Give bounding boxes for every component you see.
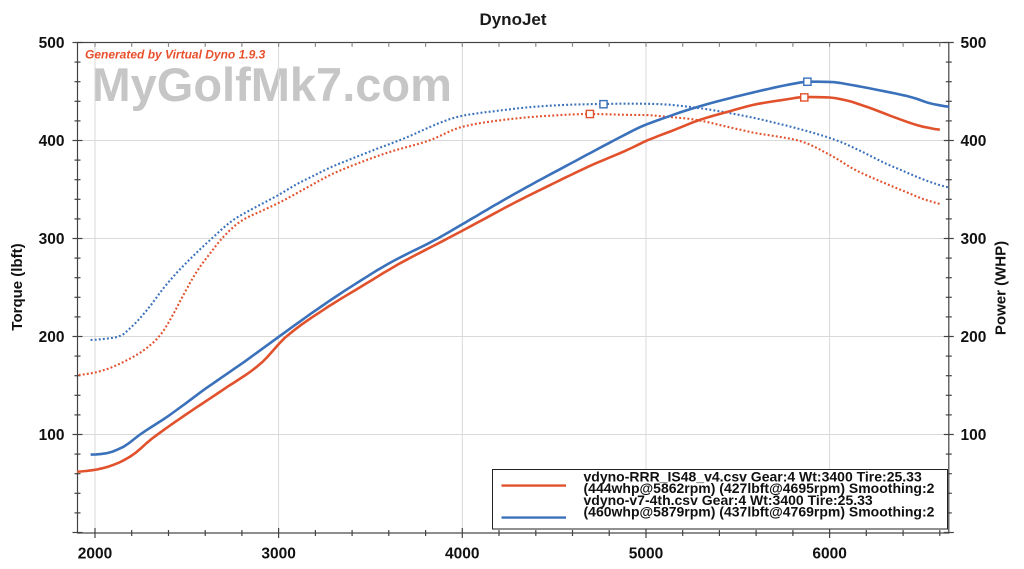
svg-text:Power (WHP): Power (WHP) [993, 241, 1010, 335]
svg-text:Generated by Virtual Dyno 1.9.: Generated by Virtual Dyno 1.9.3 [85, 48, 266, 62]
svg-text:4000: 4000 [445, 546, 479, 563]
svg-text:vdyno-v7-4th.csv Gear:4 Wt:340: vdyno-v7-4th.csv Gear:4 Wt:3400 Tire:25.… [584, 492, 873, 508]
svg-text:5000: 5000 [629, 546, 663, 563]
svg-text:(460whp@5879rpm) (437lbft@4769: (460whp@5879rpm) (437lbft@4769rpm) Smoot… [584, 504, 935, 520]
svg-text:300: 300 [39, 231, 65, 248]
svg-text:6000: 6000 [812, 546, 846, 563]
svg-text:3000: 3000 [261, 546, 295, 563]
svg-text:DynoJet: DynoJet [479, 10, 546, 29]
svg-text:200: 200 [961, 329, 987, 346]
svg-text:100: 100 [961, 427, 987, 444]
svg-text:200: 200 [39, 329, 65, 346]
svg-text:(444whp@5862rpm) (427lbft@4695: (444whp@5862rpm) (427lbft@4695rpm) Smoot… [584, 480, 935, 496]
svg-text:Torque (lbft): Torque (lbft) [9, 243, 26, 330]
svg-text:500: 500 [961, 35, 987, 52]
svg-text:400: 400 [39, 133, 65, 150]
svg-text:300: 300 [961, 231, 987, 248]
svg-text:2000: 2000 [78, 546, 112, 563]
svg-text:400: 400 [961, 133, 987, 150]
svg-text:vdyno-RRR_IS48_v4.csv Gear:4 W: vdyno-RRR_IS48_v4.csv Gear:4 Wt:3400 Tir… [584, 469, 922, 485]
svg-text:100: 100 [39, 427, 65, 444]
svg-text:MyGolfMk7.com: MyGolfMk7.com [92, 58, 452, 111]
svg-text:500: 500 [39, 35, 65, 52]
